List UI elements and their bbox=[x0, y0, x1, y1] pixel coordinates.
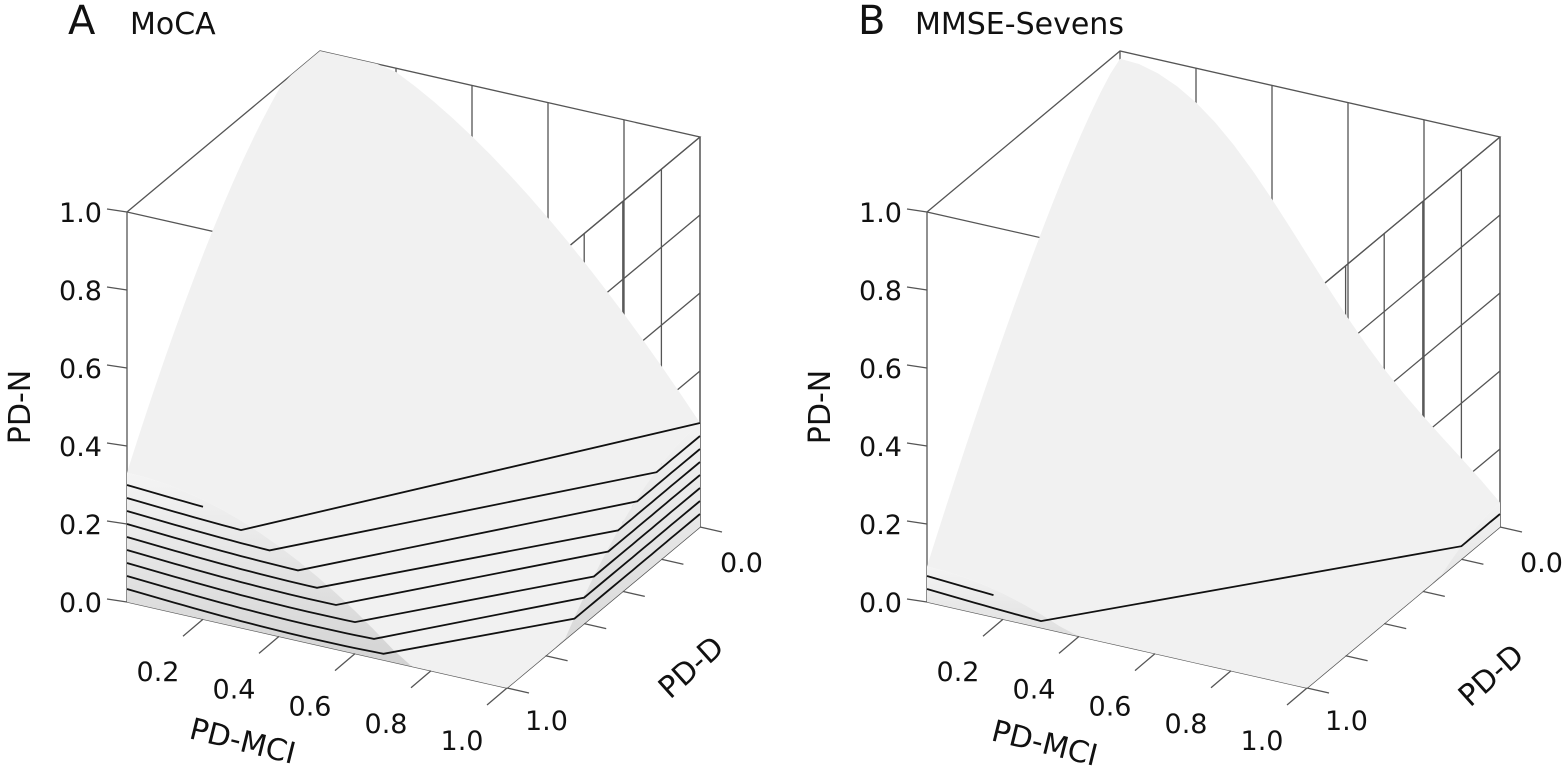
contour-line bbox=[126, 500, 701, 640]
z-tick-label: 1.0 bbox=[859, 198, 902, 229]
z-tick-label: 0.0 bbox=[859, 588, 902, 619]
pd-d-tick bbox=[1499, 526, 1523, 533]
x-tick-label: 0.6 bbox=[289, 692, 332, 723]
contour-lines bbox=[126, 422, 701, 655]
z-tick-label: 0.8 bbox=[59, 276, 102, 307]
z-tick bbox=[906, 442, 928, 447]
contour-line bbox=[126, 461, 701, 589]
pd-d-tick-label: 1.0 bbox=[525, 706, 568, 737]
z-tick-label: 0.0 bbox=[59, 588, 102, 619]
x-tick-label: 0.6 bbox=[1089, 692, 1132, 723]
contour-line bbox=[126, 474, 701, 606]
z-tick bbox=[906, 598, 928, 603]
pd-d-tick bbox=[1345, 655, 1368, 662]
panel-a-z-axis-title: PD-N bbox=[3, 370, 38, 444]
z-tick-label: 0.4 bbox=[859, 432, 902, 463]
z-tick-label: 0.2 bbox=[859, 510, 902, 541]
contour-lines bbox=[926, 513, 1501, 623]
contour-line bbox=[126, 484, 204, 508]
surface-top bbox=[927, 58, 1500, 689]
contour-line bbox=[126, 435, 701, 552]
x-tick-label: 0.8 bbox=[1165, 709, 1208, 740]
panel-a-title: MoCA bbox=[130, 7, 216, 42]
pd-d-tick bbox=[1422, 590, 1445, 598]
x-tick bbox=[1134, 653, 1156, 672]
x-tick-label: 1.0 bbox=[1241, 726, 1284, 757]
pd-d-tick-label: 0.0 bbox=[720, 548, 763, 579]
z-tick-label: 0.6 bbox=[59, 354, 102, 385]
z-tick-label: 0.4 bbox=[59, 432, 102, 463]
pd-d-tick bbox=[622, 590, 645, 598]
x-tick-label: 0.4 bbox=[213, 674, 256, 705]
x-tick-label: 0.8 bbox=[365, 709, 408, 740]
x-tick bbox=[1210, 670, 1232, 689]
surface-top bbox=[127, 51, 700, 688]
z-tick bbox=[906, 286, 928, 291]
panel-b-z-axis-title: PD-N bbox=[803, 370, 838, 444]
x-tick-label: 0.2 bbox=[937, 657, 980, 688]
panel-b-title: MMSE-Sevens bbox=[915, 7, 1124, 42]
x-tick bbox=[1286, 687, 1308, 706]
z-tick bbox=[106, 442, 128, 447]
z-tick bbox=[106, 598, 128, 603]
pd-d-tick bbox=[1461, 558, 1484, 565]
x-tick-label: 1.0 bbox=[441, 726, 484, 757]
panel-b-x-axis-title: PD-MCI bbox=[988, 714, 1101, 774]
pd-d-tick bbox=[1384, 622, 1407, 630]
x-tick bbox=[410, 670, 432, 689]
z-tick-label: 1.0 bbox=[59, 198, 102, 229]
pd-d-tick bbox=[584, 622, 607, 630]
x-tick-label: 0.4 bbox=[1013, 674, 1056, 705]
contour-line bbox=[126, 513, 701, 655]
panel-a: A MoCA 0.0 0.2 0.4 0.6 0.8 1.0 0.2 0.4 0.6 0.8 1.0… bbox=[3, 0, 763, 772]
x-tick bbox=[486, 687, 508, 706]
z-tick bbox=[106, 364, 128, 369]
z-tick bbox=[906, 208, 928, 213]
x-tick bbox=[258, 635, 280, 654]
z-tick bbox=[106, 208, 128, 213]
pd-d-tick bbox=[1306, 687, 1330, 694]
z-tick-label: 0.2 bbox=[59, 510, 102, 541]
contour-line bbox=[126, 422, 701, 532]
pd-d-tick bbox=[661, 558, 684, 565]
z-tick bbox=[906, 520, 928, 525]
z-tick bbox=[106, 286, 128, 291]
x-tick bbox=[182, 618, 204, 637]
panel-a-plot: 0.0 0.2 0.4 0.6 0.8 1.0 0.2 0.4 0.6 0.8 1.0 0.0 1.0 bbox=[59, 50, 763, 757]
panel-a-y-axis-title: PD-D bbox=[652, 630, 731, 706]
x-tick bbox=[334, 653, 356, 672]
z-tick-label: 0.8 bbox=[859, 276, 902, 307]
surface-front-face bbox=[127, 472, 507, 688]
panel-b-letter: B bbox=[858, 0, 885, 44]
panel-b-plot: 0.0 0.2 0.4 0.6 0.8 1.0 0.2 0.4 0.6 0.8 1.0 0.0 1.0 bbox=[859, 50, 1563, 757]
pd-d-tick-label: 1.0 bbox=[1325, 706, 1368, 737]
contour-line bbox=[926, 575, 994, 596]
pd-d-tick bbox=[545, 655, 568, 662]
surface-front-face bbox=[927, 566, 1307, 688]
panel-b: B MMSE-Sevens 0.00.20.40.60.81.00.20.40.… bbox=[803, 0, 1563, 774]
contour-line bbox=[126, 487, 701, 624]
panel-a-x-axis-title: PD-MCI bbox=[186, 712, 299, 772]
pd-d-tick bbox=[506, 687, 530, 694]
panel-b-y-axis-title: PD-D bbox=[1452, 638, 1531, 714]
contour-line bbox=[126, 448, 701, 572]
x-tick bbox=[1058, 635, 1080, 654]
panel-a-letter: A bbox=[68, 0, 96, 44]
z-tick-label: 0.6 bbox=[859, 354, 902, 385]
pd-d-tick bbox=[699, 526, 723, 533]
contour-line bbox=[926, 513, 1501, 623]
z-tick bbox=[906, 364, 928, 369]
x-tick bbox=[982, 618, 1004, 637]
x-tick-label: 0.2 bbox=[137, 657, 180, 688]
z-tick bbox=[106, 520, 128, 525]
pd-d-tick-label: 0.0 bbox=[1520, 548, 1563, 579]
